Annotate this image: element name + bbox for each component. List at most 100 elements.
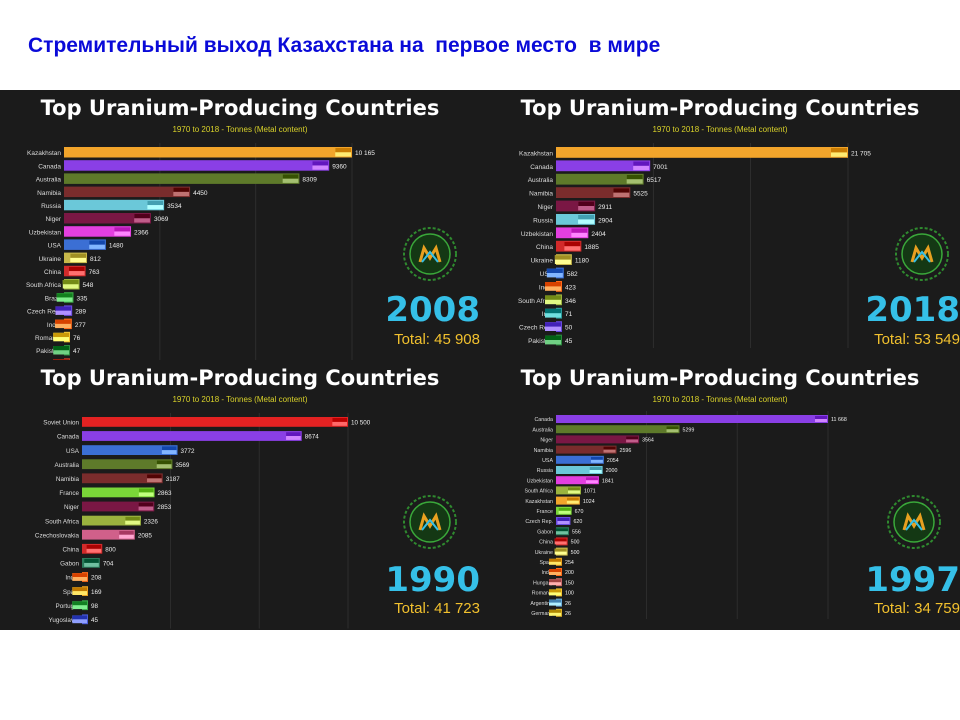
category-label: Canada <box>534 417 553 423</box>
category-label: Niger <box>45 216 61 223</box>
value-label: 254 <box>565 560 574 566</box>
bar-chart: Soviet Union 10 500 Canada 8674 USA 3772 Austr… <box>35 413 371 629</box>
flag-icon <box>545 308 561 318</box>
total-label: Total: 34 759 <box>874 600 960 617</box>
value-label: 2085 <box>138 532 153 539</box>
value-label: 277 <box>75 322 86 329</box>
category-label: India <box>542 570 554 576</box>
bar-chart: Canada 11 668 Australia 5299 Niger 3564 Namibi… <box>524 411 847 619</box>
flag-stripe <box>335 148 351 153</box>
category-label: Ukraine <box>39 256 62 263</box>
flag-stripe <box>125 516 140 521</box>
value-label: 1024 <box>583 499 595 505</box>
flag-stripe <box>138 502 154 507</box>
flag-stripe <box>545 295 561 300</box>
value-label: 2404 <box>591 231 606 238</box>
chart-title: Top Uranium-Producing Countries <box>40 366 440 390</box>
flag-stripe <box>589 467 602 470</box>
flag-stripe <box>86 544 102 549</box>
value-label: 150 <box>565 580 574 586</box>
category-label: Spain <box>539 560 553 566</box>
flag-icon <box>173 187 190 197</box>
value-label: 500 <box>571 550 580 556</box>
flag-stripe <box>549 599 561 603</box>
bar <box>82 501 155 512</box>
chart-title: Top Uranium-Producing Countries <box>520 366 920 390</box>
flag-stripe <box>147 200 164 206</box>
flag-icon <box>666 426 679 433</box>
value-label: 556 <box>572 529 581 535</box>
value-label: 1885 <box>584 244 599 251</box>
flag-stripe <box>554 548 567 552</box>
flag-stripe <box>114 227 131 232</box>
flag-stripe <box>578 201 595 206</box>
value-label: 2054 <box>607 458 619 464</box>
value-label: 346 <box>565 298 576 305</box>
bar <box>556 200 596 212</box>
category-label: Uzbekistan <box>29 229 62 236</box>
category-label: Namibia <box>56 476 80 483</box>
flag-stripe <box>590 456 603 460</box>
value-label: 2911 <box>598 204 612 211</box>
flag-stripe <box>815 416 827 419</box>
category-label: USA <box>542 458 553 464</box>
value-label: 1480 <box>109 243 124 250</box>
category-label: Niger <box>540 438 553 444</box>
bar <box>556 445 617 454</box>
value-label: 620 <box>573 519 582 525</box>
bar <box>556 435 640 444</box>
category-label: Namibia <box>37 190 61 197</box>
flag-stripe <box>613 188 630 193</box>
value-label: 10 500 <box>351 420 371 427</box>
category-label: USA <box>66 448 80 455</box>
value-label: 800 <box>105 547 116 554</box>
value-label: 289 <box>75 309 86 316</box>
bar <box>556 476 599 485</box>
total-label: Total: 53 549 <box>874 331 960 348</box>
total-label: Total: 45 908 <box>394 331 480 348</box>
category-label: Uzbekistan <box>521 231 554 238</box>
value-label: 11 668 <box>831 417 847 423</box>
bar <box>556 187 631 198</box>
flag-stripe <box>633 161 650 166</box>
flag-icon <box>549 579 561 586</box>
flag-stripe <box>549 609 561 613</box>
flag-stripe <box>626 436 639 440</box>
year-label: 2018 <box>865 290 960 330</box>
chart-subtitle: 1970 to 2018 - Tonnes (Metal content) <box>652 125 788 134</box>
flag-stripe <box>53 332 69 338</box>
flag-icon <box>545 335 561 345</box>
value-label: 812 <box>90 256 101 263</box>
bar <box>82 529 135 540</box>
flag-stripe <box>545 282 561 287</box>
flag-stripe <box>62 280 79 285</box>
bar <box>82 487 155 498</box>
value-label: 582 <box>567 271 578 278</box>
flag-stripe <box>72 601 87 606</box>
chart-panel-2018: Top Uranium-Producing Countries 1970 to … <box>480 90 960 360</box>
flag-stripe <box>549 579 561 583</box>
value-label: 45 <box>565 338 573 345</box>
category-label: Romania <box>532 591 553 597</box>
bar <box>82 445 178 455</box>
bar <box>64 213 151 224</box>
flag-stripe <box>555 528 568 532</box>
category-label: Uzbekistan <box>527 478 553 484</box>
category-label: Ukraine <box>531 258 554 265</box>
value-label: 3772 <box>181 448 196 455</box>
value-label: 47 <box>73 348 81 355</box>
bar <box>82 431 302 441</box>
flag-stripe <box>89 240 105 245</box>
flag-stripe <box>119 530 134 535</box>
year-label: 1990 <box>385 560 480 600</box>
value-label: 2863 <box>158 490 173 497</box>
value-label: 169 <box>91 589 102 596</box>
value-label: 2596 <box>620 448 632 454</box>
bar <box>556 214 596 225</box>
flag-stripe <box>56 293 73 298</box>
value-label: 7001 <box>653 164 668 171</box>
flag-stripe <box>138 488 154 493</box>
category-label: Russia <box>537 468 553 474</box>
channel-logo-icon <box>402 226 458 287</box>
flag-icon <box>555 528 568 535</box>
